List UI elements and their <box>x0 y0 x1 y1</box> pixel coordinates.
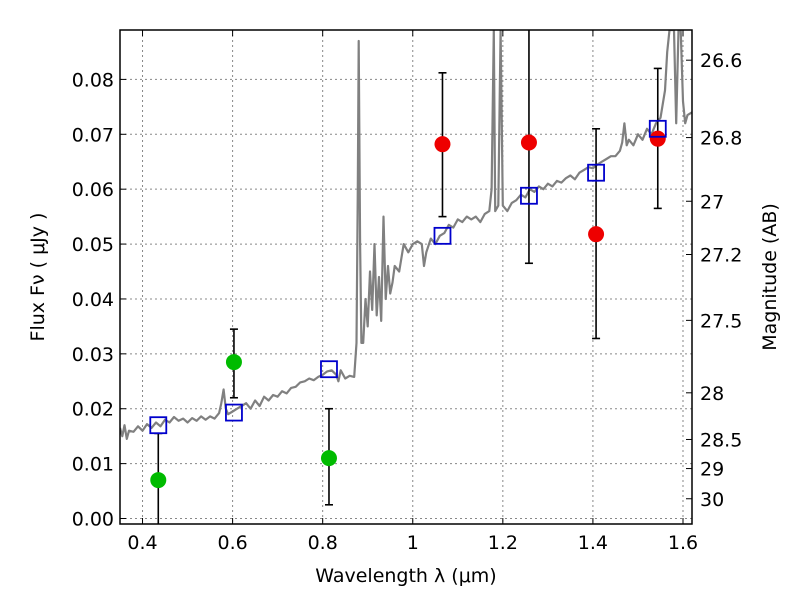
model-photometry-square <box>320 360 338 379</box>
y2-tick-label: 27.5 <box>700 310 742 332</box>
x-tick-label: 1.6 <box>668 532 698 554</box>
y-tick-label: 0.08 <box>72 69 114 91</box>
model-photometry-square <box>225 403 243 422</box>
y-tick-label: 0.03 <box>72 344 114 366</box>
model-spectrum-line <box>120 30 692 440</box>
model-photometry-square <box>433 226 452 245</box>
y2-tick-label: 28.5 <box>700 429 742 451</box>
optical-flux-point <box>150 472 167 489</box>
y2-tick-label: 27 <box>700 191 724 213</box>
x-axis-label: Wavelength λ (μm) <box>315 565 496 587</box>
plot-frame <box>119 29 693 525</box>
y2-tick-label: 26.8 <box>700 128 742 150</box>
y2-tick-label: 27.2 <box>700 244 742 266</box>
y-tick-label: 0.06 <box>72 179 114 201</box>
y2-tick-label: 30 <box>700 489 724 511</box>
y-tick-label: 0.01 <box>72 454 114 476</box>
optical-flux-point <box>225 354 242 371</box>
model-photometry-square <box>587 163 605 182</box>
y-axis-label: Flux Fν ( μJy ) <box>27 213 49 342</box>
y2-tick-label: 28 <box>700 383 724 405</box>
model-photometry-square <box>149 416 168 435</box>
y-tick-label: 0.02 <box>72 399 114 421</box>
y2-tick-label: 29 <box>700 459 724 481</box>
optical-flux-point <box>320 450 337 467</box>
nir-flux-point <box>434 136 451 153</box>
x-tick-label: 1 <box>407 532 419 554</box>
x-tick-label: 0.8 <box>308 532 338 554</box>
model-photometry-square <box>520 186 538 205</box>
x-tick-label: 1.4 <box>578 532 608 554</box>
nir-flux-point <box>649 130 666 147</box>
model-photometry-square <box>648 119 667 138</box>
y-axis-ticks: 0.00 0.01 0.02 0.03 0.04 0.05 0.06 0.07 0.08 <box>72 69 126 531</box>
y-tick-label: 0.00 <box>72 509 114 531</box>
nir-flux-point <box>520 134 537 151</box>
x-tick-label: 0.6 <box>217 532 247 554</box>
y2-axis-label: Magnitude (AB) <box>759 203 781 351</box>
nir-flux-point <box>588 226 605 243</box>
x-tick-label: 0.4 <box>127 532 157 554</box>
y-tick-label: 0.04 <box>72 289 114 311</box>
x-tick-label: 1.2 <box>488 532 518 554</box>
x-axis-ticks: 0.4 0.6 0.8 1 1.2 1.4 1.6 <box>127 30 698 554</box>
y2-axis-ticks: 26.6 26.8 27 27.2 27.5 28 28.5 29 30 <box>686 50 742 511</box>
grid-lines <box>120 30 692 524</box>
y2-tick-label: 26.6 <box>700 50 742 72</box>
y-tick-label: 0.05 <box>72 234 114 256</box>
y-tick-label: 0.07 <box>72 124 114 146</box>
series-layer <box>120 30 692 524</box>
